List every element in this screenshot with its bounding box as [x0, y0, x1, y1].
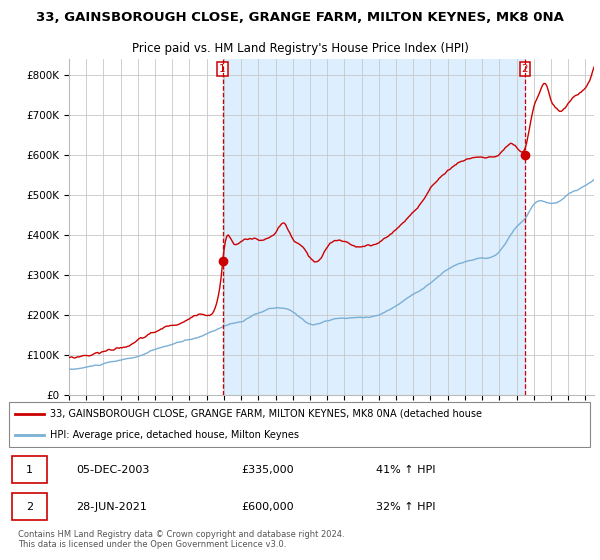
Text: Price paid vs. HM Land Registry's House Price Index (HPI): Price paid vs. HM Land Registry's House … [131, 42, 469, 55]
FancyBboxPatch shape [12, 456, 47, 483]
Text: £335,000: £335,000 [241, 465, 294, 475]
Text: 41% ↑ HPI: 41% ↑ HPI [376, 465, 436, 475]
Text: 33, GAINSBOROUGH CLOSE, GRANGE FARM, MILTON KEYNES, MK8 0NA: 33, GAINSBOROUGH CLOSE, GRANGE FARM, MIL… [36, 11, 564, 24]
Text: £600,000: £600,000 [241, 502, 294, 512]
Text: 2: 2 [521, 64, 528, 74]
Text: 33, GAINSBOROUGH CLOSE, GRANGE FARM, MILTON KEYNES, MK8 0NA (detached house: 33, GAINSBOROUGH CLOSE, GRANGE FARM, MIL… [50, 409, 482, 419]
FancyBboxPatch shape [9, 402, 590, 446]
Bar [223, 59, 525, 395]
Text: HPI: Average price, detached house, Milton Keynes: HPI: Average price, detached house, Milt… [50, 430, 299, 440]
Text: 28-JUN-2021: 28-JUN-2021 [77, 502, 148, 512]
Text: 05-DEC-2003: 05-DEC-2003 [77, 465, 150, 475]
Text: 1: 1 [219, 64, 226, 74]
FancyBboxPatch shape [12, 493, 47, 520]
Text: Contains HM Land Registry data © Crown copyright and database right 2024.
This d: Contains HM Land Registry data © Crown c… [18, 530, 344, 549]
Text: 32% ↑ HPI: 32% ↑ HPI [376, 502, 436, 512]
Text: 2: 2 [26, 502, 33, 512]
Text: 1: 1 [26, 465, 33, 475]
